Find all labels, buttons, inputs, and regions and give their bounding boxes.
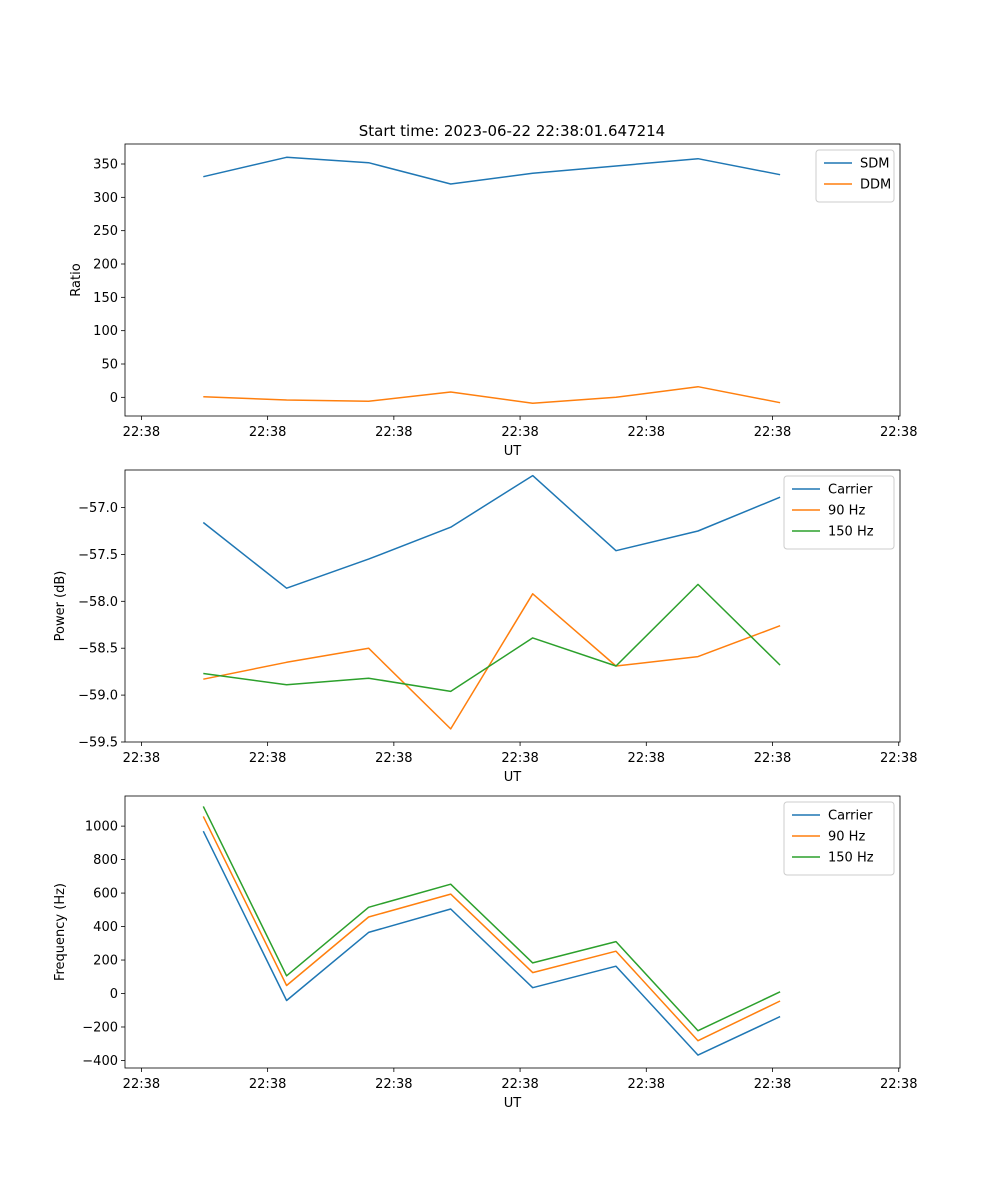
legend: SDM DDM — [815, 149, 895, 203]
x-tick-label: 22:38 — [123, 425, 160, 440]
y-tick-label: −59.5 — [78, 736, 118, 751]
y-tick-label: −200 — [82, 1020, 118, 1035]
series-line-90-hz — [202, 816, 781, 1042]
x-tick-label: 22:38 — [628, 425, 665, 440]
chart-title: Start time: 2023-06-22 22:38:01.647214 — [359, 122, 665, 140]
x-tick-label: 22:38 — [375, 1077, 412, 1092]
panels: 22:3822:3822:3822:3822:3822:3822:3822:39… — [53, 143, 917, 1111]
y-axis-label: Frequency (Hz) — [53, 883, 68, 981]
x-tick-label: 22:38 — [880, 1077, 917, 1092]
x-tick-label: 22:38 — [754, 751, 791, 766]
legend-entry-label: 90 Hz — [828, 504, 865, 519]
x-tick-label: 22:38 — [501, 425, 538, 440]
x-tick-label: 22:38 — [880, 751, 917, 766]
y-tick-label: −57.5 — [78, 548, 118, 563]
x-tick-label: 22:38 — [375, 751, 412, 766]
y-tick-label: 50 — [101, 358, 118, 373]
series-line-carrier — [202, 830, 781, 1056]
axes-frame — [124, 469, 901, 743]
x-tick-label: 22:38 — [754, 425, 791, 440]
legend-entry-label: 150 Hz — [828, 851, 874, 866]
y-tick-label: 300 — [93, 191, 118, 206]
y-tick-label: 350 — [93, 158, 118, 173]
y-tick-label: −400 — [82, 1054, 118, 1069]
y-axis-label: Power (dB) — [53, 571, 68, 642]
x-axis-label: UT — [504, 1096, 522, 1111]
x-axis-label: UT — [504, 770, 522, 785]
x-tick-label: 22:38 — [375, 425, 412, 440]
x-axis-label: UT — [504, 444, 522, 459]
series-line-150-hz — [203, 583, 781, 693]
x-tick-label: 22:38 — [249, 425, 286, 440]
axes-frame — [124, 143, 901, 417]
x-tick-label: 22:38 — [501, 751, 538, 766]
legend-entry-label: 90 Hz — [828, 830, 865, 845]
legend: Carrier 90 Hz 150 Hz — [783, 475, 895, 550]
y-tick-label: 0 — [110, 987, 118, 1002]
y-tick-label: 400 — [93, 920, 118, 935]
chart-panel-1: 22:3822:3822:3822:3822:3822:3822:3822:39… — [69, 143, 917, 459]
series-line-ddm — [203, 385, 781, 405]
y-tick-label: −57.0 — [78, 501, 118, 516]
legend-entry-label: DDM — [860, 178, 891, 193]
y-tick-label: 250 — [93, 224, 118, 239]
legend-entry-label: 150 Hz — [828, 525, 874, 540]
x-tick-label: 22:38 — [880, 425, 917, 440]
legend-entry-label: Carrier — [828, 483, 873, 498]
series-line-sdm — [203, 156, 781, 185]
y-tick-label: 800 — [93, 853, 118, 868]
x-tick-label: 22:38 — [123, 1077, 160, 1092]
y-tick-label: 0 — [110, 391, 118, 406]
x-tick-label: 22:38 — [501, 1077, 538, 1092]
y-tick-label: 150 — [93, 291, 118, 306]
chart-panel-2: 22:3822:3822:3822:3822:3822:3822:3822:39… — [53, 469, 917, 785]
axes-frame — [124, 795, 901, 1069]
y-tick-label: 600 — [93, 887, 118, 902]
x-tick-label: 22:38 — [249, 751, 286, 766]
y-tick-label: −58.5 — [78, 642, 118, 657]
y-tick-label: 1000 — [85, 820, 118, 835]
y-tick-label: 100 — [93, 324, 118, 339]
y-tick-label: 200 — [93, 258, 118, 273]
legend: Carrier 90 Hz 150 Hz — [783, 801, 895, 876]
x-tick-label: 22:38 — [123, 751, 160, 766]
series-line-150-hz — [202, 806, 781, 1032]
x-tick-label: 22:38 — [628, 751, 665, 766]
y-tick-label: −58.0 — [78, 595, 118, 610]
legend-entry-label: SDM — [860, 157, 889, 172]
x-tick-label: 22:38 — [754, 1077, 791, 1092]
y-tick-label: −59.0 — [78, 689, 118, 704]
y-tick-label: 200 — [93, 954, 118, 969]
x-tick-label: 22:38 — [249, 1077, 286, 1092]
legend-entry-label: Carrier — [828, 809, 873, 824]
y-axis-label: Ratio — [69, 263, 84, 296]
x-tick-label: 22:38 — [628, 1077, 665, 1092]
series-line-carrier — [202, 474, 781, 589]
series-line-90-hz — [203, 593, 781, 730]
chart-panel-3: 22:3822:3822:3822:3822:3822:3822:3822:39… — [53, 795, 917, 1111]
